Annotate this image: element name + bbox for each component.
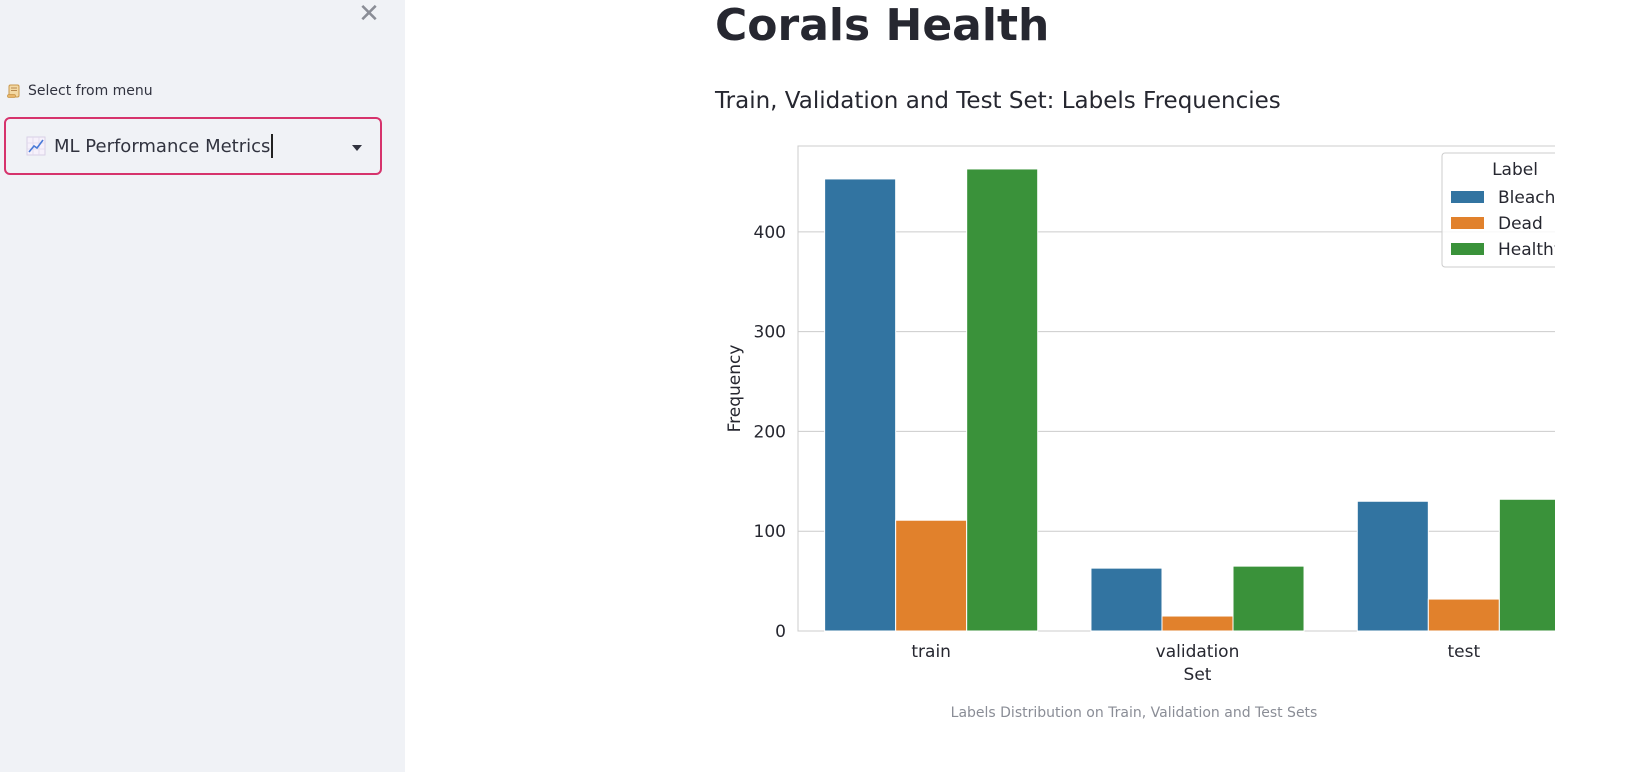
x-tick-label: validation <box>1156 642 1240 662</box>
legend-swatch-dead <box>1451 217 1484 229</box>
x-tick-label: train <box>911 642 951 662</box>
legend-entry-dead: Dead <box>1498 214 1543 234</box>
legend-swatch-healthy <box>1451 243 1484 255</box>
bar-dead-validation <box>1161 615 1234 632</box>
legend-title: Label <box>1492 160 1538 180</box>
bar-chart: 0 100 200 300 400 train validation test Set Frequ… <box>725 145 1555 685</box>
chart-subtitle: Train, Validation and Test Set: Labels F… <box>715 88 1281 114</box>
menu-label-text: Select from menu <box>28 83 153 99</box>
bar-bleached-test <box>1356 500 1429 632</box>
y-tick-label: 100 <box>754 522 786 542</box>
chevron-down-icon[interactable] <box>352 145 362 151</box>
menu-select[interactable]: ML Performance Metrics <box>4 117 382 175</box>
bar-bleached-train <box>824 178 897 632</box>
y-tick-label: 0 <box>775 622 786 642</box>
scroll-icon <box>6 83 22 99</box>
legend-entry-bleached: Bleached <box>1498 188 1555 208</box>
x-axis-label: Set <box>1184 665 1212 685</box>
text-caret <box>271 134 274 158</box>
y-tick-label: 300 <box>754 323 786 343</box>
main-content: Corals Health Train, Validation and Test… <box>405 0 1627 772</box>
bar-dead-test <box>1427 598 1500 632</box>
y-tick-label: 200 <box>754 422 786 442</box>
bar-bleached-validation <box>1090 567 1163 632</box>
close-sidebar-icon[interactable]: ✕ <box>358 0 380 29</box>
menu-label: Select from menu <box>6 83 153 99</box>
chart-caption: Labels Distribution on Train, Validation… <box>950 705 1318 721</box>
legend-swatch-bleached <box>1451 191 1484 203</box>
menu-select-value: ML Performance Metrics <box>54 135 271 157</box>
y-axis-label: Frequency <box>725 345 745 433</box>
legend-box <box>1441 152 1555 268</box>
chart-increasing-icon <box>26 136 46 156</box>
sidebar: ✕ Select from menu ML Performance Metric… <box>0 0 405 772</box>
legend-entry-healthy: Healthy <box>1498 240 1555 260</box>
x-tick-label: test <box>1448 642 1481 662</box>
bar-healthy-train <box>966 168 1039 632</box>
bar-healthy-test <box>1498 498 1555 632</box>
bar-dead-train <box>895 519 968 632</box>
y-tick-label: 400 <box>754 223 786 243</box>
bar-healthy-validation <box>1232 565 1305 632</box>
page-title: Corals Health <box>715 0 1050 51</box>
